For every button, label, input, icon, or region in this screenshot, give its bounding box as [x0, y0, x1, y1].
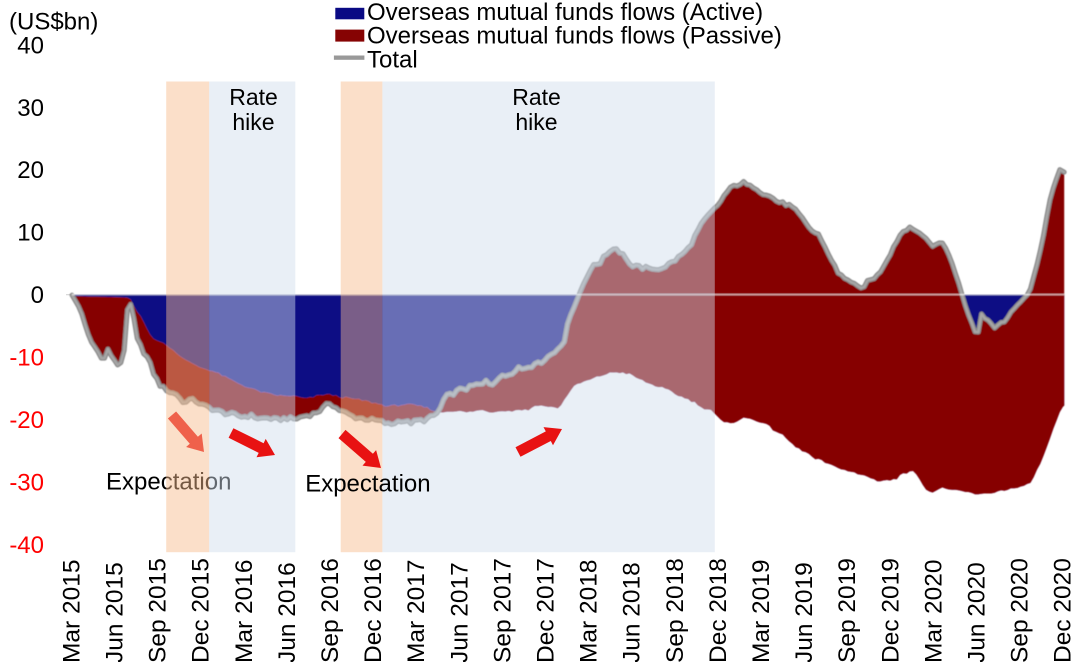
- svg-text:Overseas mutual funds flows (A: Overseas mutual funds flows (Active): [367, 0, 763, 26]
- svg-text:Mar 2020: Mar 2020: [920, 559, 947, 662]
- svg-text:Mar 2017: Mar 2017: [403, 559, 430, 662]
- svg-text:30: 30: [17, 95, 44, 122]
- svg-text:-20: -20: [9, 407, 44, 434]
- svg-text:Total: Total: [367, 46, 418, 73]
- svg-text:Overseas mutual funds flows (P: Overseas mutual funds flows (Passive): [367, 22, 782, 49]
- svg-text:Dec 2017: Dec 2017: [533, 558, 560, 662]
- svg-text:Rate: Rate: [512, 84, 561, 110]
- svg-text:Rate: Rate: [229, 84, 278, 110]
- svg-text:Sep 2016: Sep 2016: [317, 558, 344, 662]
- svg-text:Sep 2017: Sep 2017: [489, 558, 516, 662]
- svg-text:Mar 2016: Mar 2016: [231, 559, 258, 662]
- svg-text:Jun 2016: Jun 2016: [274, 562, 301, 662]
- svg-text:Dec 2020: Dec 2020: [1050, 558, 1077, 662]
- svg-text:Jun 2020: Jun 2020: [964, 562, 991, 662]
- svg-text:Mar 2018: Mar 2018: [576, 559, 603, 662]
- svg-text:Sep 2019: Sep 2019: [834, 558, 861, 662]
- svg-text:Jun 2017: Jun 2017: [446, 562, 473, 662]
- svg-text:Expectation: Expectation: [305, 471, 430, 498]
- svg-text:Jun 2019: Jun 2019: [791, 562, 818, 662]
- svg-text:Dec 2015: Dec 2015: [188, 558, 215, 662]
- svg-text:40: 40: [17, 32, 44, 59]
- svg-text:Mar 2015: Mar 2015: [58, 559, 85, 662]
- svg-text:Jun 2018: Jun 2018: [619, 562, 646, 662]
- svg-text:-30: -30: [9, 469, 44, 496]
- svg-text:Jun 2015: Jun 2015: [102, 562, 129, 662]
- svg-text:10: 10: [17, 220, 44, 247]
- svg-text:Mar 2019: Mar 2019: [748, 559, 775, 662]
- svg-text:Sep 2015: Sep 2015: [145, 558, 172, 662]
- svg-text:0: 0: [31, 282, 44, 309]
- svg-text:(US$bn): (US$bn): [9, 9, 98, 36]
- svg-text:hike: hike: [232, 109, 274, 135]
- svg-text:Dec 2019: Dec 2019: [877, 558, 904, 662]
- svg-text:Expectation: Expectation: [106, 469, 231, 496]
- svg-text:-40: -40: [9, 532, 44, 559]
- svg-text:20: 20: [17, 157, 44, 184]
- svg-text:Dec 2018: Dec 2018: [705, 558, 732, 662]
- svg-text:hike: hike: [515, 109, 557, 135]
- svg-text:Sep 2020: Sep 2020: [1007, 558, 1034, 662]
- svg-text:Sep 2018: Sep 2018: [662, 558, 689, 662]
- svg-text:-10: -10: [9, 345, 44, 372]
- svg-text:Dec 2016: Dec 2016: [360, 558, 387, 662]
